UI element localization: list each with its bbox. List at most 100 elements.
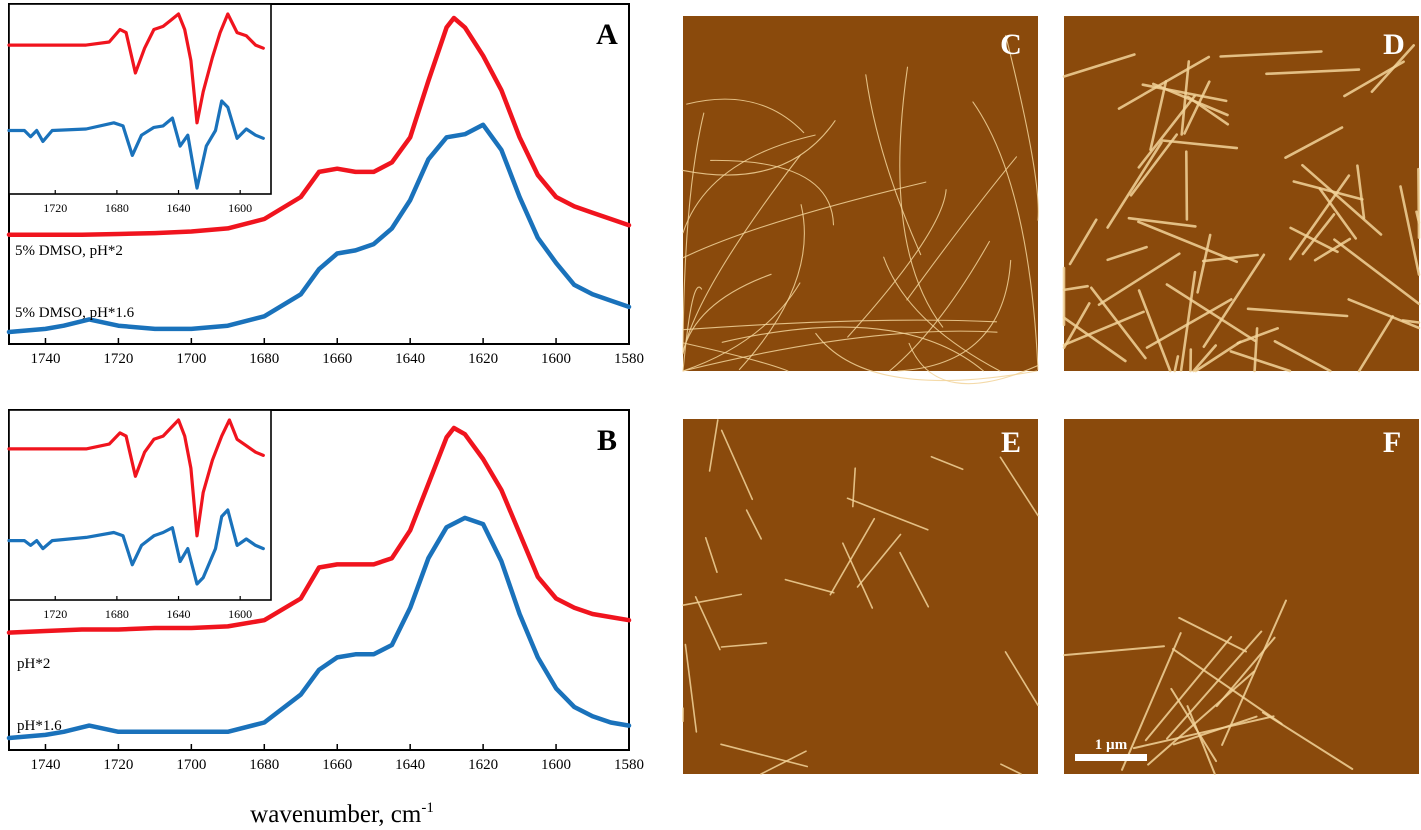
afm-d-fibril [1173,355,1180,373]
afm-d-fibril [1219,50,1323,58]
afm-d-fibril [1318,187,1357,240]
afm-c-fibril [906,156,1018,301]
panel-b-x-tick-label: 1700 [176,757,206,773]
panel-a-series-1-line [6,15,632,237]
afm-d-fibril [1062,310,1145,347]
afm-c-fibril [682,120,836,176]
afm-c-label: C [1000,28,1022,61]
afm-f-fibril [1166,630,1263,740]
afm-d-fibril [1265,68,1361,76]
afm-e-fibril [720,642,768,648]
ftir-panel-b: 1740 1720 1700 1680 1660 1640 1620 1600 1580 B p… [6,409,644,773]
afm-d-fibril [1333,238,1421,306]
afm-d-fibril [1357,315,1394,373]
panel-a-x-ticks: 1740 1720 1700 1680 1660 1640 1620 1600 1580 [30,338,644,367]
afm-f-fibril [1178,616,1247,653]
afm-image-e: E [682,419,1039,775]
panel-b-series [6,425,632,741]
panel-a-x-tick-label: 1620 [468,351,498,367]
afm-c-fibril [899,66,944,328]
afm-f-fibril [1172,648,1283,725]
panel-b-inset-x-ticks: 1720 1680 1640 1600 [43,596,252,621]
afm-e-label: E [1001,426,1021,459]
afm-e-fibril [682,593,743,606]
afm-e-fibrils [682,419,1039,775]
panel-a-inset-x-tick-label: 1720 [43,201,67,215]
panel-b-inset-x-tick-label: 1720 [43,607,67,621]
panel-a-inset-x-tick-label: 1680 [105,201,129,215]
afm-d-fibril [1313,237,1352,262]
panel-b-series-2-line [6,515,632,741]
afm-f-fibril [1170,687,1218,763]
afm-d-fibril [1106,245,1148,262]
panel-b-series-label-red: pH*2 [17,656,50,672]
afm-e-fibril [856,533,902,588]
afm-d-fibril [1137,220,1239,264]
afm-c-fibril [682,286,703,372]
afm-e-fibril [708,419,719,472]
afm-d-fibril [1137,289,1172,373]
afm-c-fibril [710,159,835,226]
afm-d-fibril [1137,94,1196,169]
afm-e-fibril [720,429,754,501]
panel-a-inset-x-tick-label: 1600 [228,201,252,215]
afm-e-background [683,419,1038,774]
afm-f-fibril [1221,599,1287,746]
panel-b-x-ticks: 1740 1720 1700 1680 1660 1640 1620 1600 1580 [30,744,644,773]
afm-e-fibril [1004,651,1039,707]
x-axis-title-superscript: -1 [421,800,434,816]
afm-d-fibril [1090,286,1147,360]
afm-d-fibril [1062,316,1127,363]
afm-c-fibril [888,240,990,372]
panel-a-inset-x-tick-label: 1640 [167,201,191,215]
panel-b-inset-x-tick-label: 1640 [167,607,191,621]
panel-a-inset: 1720 1680 1640 1600 [7,3,272,215]
afm-f-fibril [1147,670,1256,766]
afm-c-fibril [682,181,927,259]
afm-d-fibril [1202,253,1266,348]
afm-f-fibrils [1063,599,1354,775]
panel-a-inset-series-1-line [7,12,265,125]
afm-d-fibril [1229,350,1292,373]
afm-e-fibril [852,467,856,508]
panel-a-inset-frame [8,3,272,195]
afm-d-fibril [1246,307,1349,318]
afm-d-fibril [1401,319,1421,324]
afm-d-fibril [1301,213,1336,256]
afm-d-fibril [1417,167,1421,239]
afm-d-fibril [1062,302,1091,349]
panel-b-label: B [597,424,617,457]
afm-c-fibril [897,259,1012,372]
scale-bar [1075,754,1147,761]
afm-d-fibril [1289,226,1339,254]
afm-f-label: F [1383,426,1401,459]
panel-b-inset-frame [8,409,272,601]
afm-d-fibril [1127,216,1197,228]
afm-d-fibril [1301,163,1383,236]
afm-d-fibril [1097,252,1181,306]
afm-d-fibril [1292,180,1364,201]
afm-e-fibril [930,455,964,471]
afm-c-fibril [738,204,805,371]
afm-image-f: F 1 µm [1063,419,1419,775]
afm-d-fibril [1253,327,1259,373]
afm-c-background [683,16,1038,371]
panel-a-x-tick-label: 1660 [322,351,352,367]
afm-c-fibril [1005,34,1039,221]
afm-c-fibril [883,256,1001,372]
panel-a-label: A [596,18,618,51]
afm-c-fibril [682,330,998,372]
panel-a-series-label-blue: 5% DMSO, pH*1.6 [15,305,135,321]
panel-a-x-tick-label: 1680 [249,351,279,367]
afm-e-fibril [829,517,876,596]
afm-e-fibril [846,497,929,531]
afm-d-fibril [1149,80,1168,151]
panel-b-x-tick-label: 1580 [614,757,644,773]
afm-f-fibril [1121,632,1182,771]
x-axis-title-text: wavenumber, cm [250,801,422,828]
panel-b-inset-x-tick-label: 1680 [105,607,129,621]
afm-d-fibril [1284,126,1344,159]
panel-b-x-tick-label: 1680 [249,757,279,773]
afm-c-fibril [865,74,922,256]
